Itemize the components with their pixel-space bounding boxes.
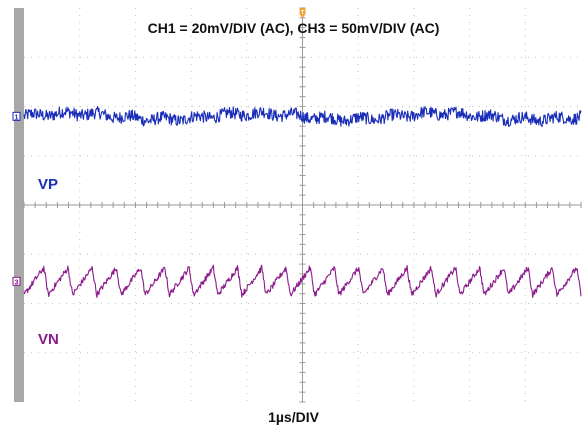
series-label-vp: VP (38, 176, 59, 193)
trigger-marker (299, 8, 306, 18)
channel-markers: 1 3 T (12, 8, 306, 286)
channel-marker-label: 1 (15, 114, 19, 121)
channel-marker-box (12, 276, 21, 286)
traces (23, 105, 582, 298)
channel-marker-label: 3 (15, 279, 19, 286)
x-axis-label: 1µs/DIV (268, 409, 319, 425)
series-label-vn: VN (38, 331, 59, 348)
chart-title: CH1 = 20mV/DIV (AC), CH3 = 50mV/DIV (AC) (147, 20, 440, 36)
graticule (23, 7, 582, 403)
series-trace-vp (23, 105, 582, 128)
screen-left-bar (14, 8, 24, 402)
channel-marker-box (12, 111, 21, 121)
series-trace-vn (23, 264, 582, 298)
trigger-marker-label: T (301, 11, 305, 17)
